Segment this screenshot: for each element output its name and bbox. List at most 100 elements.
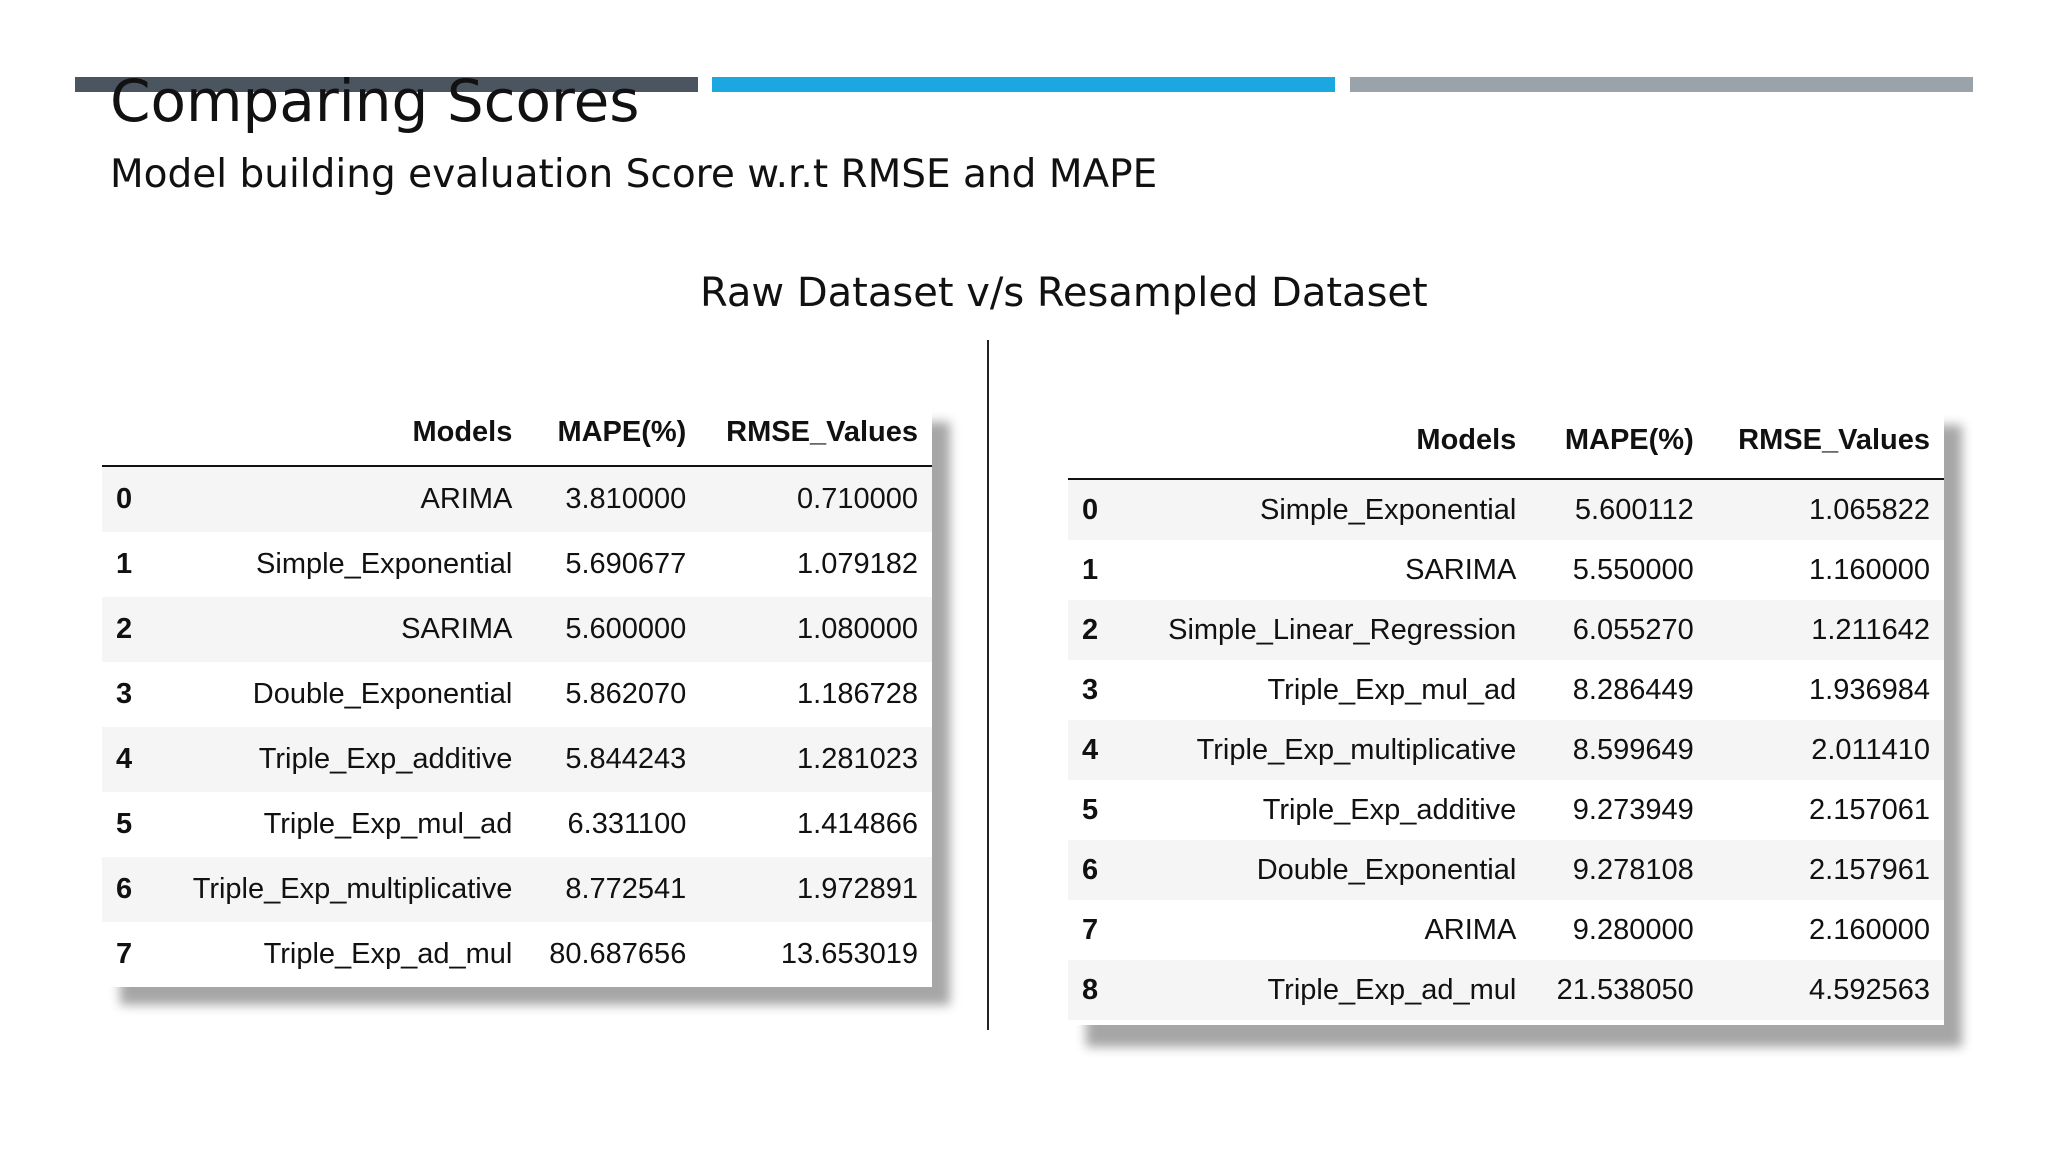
row-index: 3	[1082, 673, 1099, 706]
table-row: 1 SARIMA 5.550000 1.160000	[1068, 540, 1944, 600]
mape-value: 80.687656	[549, 938, 687, 970]
table-row: 0 Simple_Exponential 5.600112 1.065822	[1068, 479, 1944, 540]
row-index: 2	[1082, 613, 1099, 646]
row-index: 5	[116, 808, 133, 840]
section-heading: Raw Dataset v/s Resampled Dataset	[700, 270, 1428, 316]
rmse-value: 1.160000	[1809, 553, 1930, 586]
rmse-value: 1.936984	[1809, 673, 1930, 706]
model-name: Triple_Exp_additive	[258, 743, 513, 775]
table-row: 3 Double_Exponential 5.862070 1.186728	[102, 662, 932, 727]
model-name: Triple_Exp_multiplicative	[1196, 733, 1517, 766]
row-index: 4	[116, 743, 133, 775]
mape-value: 9.273949	[1572, 793, 1694, 826]
accent-bar-blue	[712, 77, 1335, 92]
rmse-value: 1.414866	[797, 808, 918, 840]
rmse-value: 1.186728	[797, 678, 918, 710]
mape-value: 8.286449	[1572, 673, 1694, 706]
model-name: SARIMA	[401, 613, 513, 645]
model-name: ARIMA	[420, 483, 513, 515]
row-index: 5	[1082, 793, 1099, 826]
rmse-value: 4.592563	[1809, 973, 1930, 1006]
row-index: 3	[116, 678, 133, 710]
resampled-dataset-table: Models MAPE(%) RMSE_Values 0 Simple_Expon…	[1068, 403, 1944, 1020]
table-row: 5 Triple_Exp_additive 9.273949 2.157061	[1068, 780, 1944, 840]
rmse-header: RMSE_Values	[726, 416, 918, 448]
model-name: Triple_Exp_multiplicative	[192, 873, 513, 905]
rmse-value: 1.281023	[797, 743, 918, 775]
mape-header: MAPE(%)	[1564, 424, 1694, 456]
rmse-header: RMSE_Values	[1738, 424, 1930, 456]
rmse-value: 1.211642	[1811, 613, 1930, 646]
mape-value: 5.600112	[1574, 493, 1694, 526]
mape-value: 21.538050	[1556, 973, 1694, 1006]
mape-value: 6.331100	[567, 808, 687, 840]
model-name: Simple_Exponential	[256, 548, 513, 580]
table-row: 5 Triple_Exp_mul_ad 6.331100 1.414866	[102, 792, 932, 857]
raw-dataset-table: Models MAPE(%) RMSE_Values 0 ARIMA 3.81000…	[102, 400, 932, 987]
mape-value: 3.810000	[565, 483, 687, 515]
table-row: 2 SARIMA 5.600000 1.080000	[102, 597, 932, 662]
rmse-value: 0.710000	[797, 483, 918, 515]
rmse-value: 2.157961	[1809, 853, 1930, 886]
table-row: 7 Triple_Exp_ad_mul 80.687656 13.653019	[102, 922, 932, 987]
rmse-value: 2.157061	[1809, 793, 1930, 826]
mape-value: 8.599649	[1572, 733, 1694, 766]
table-header-row: Models MAPE(%) RMSE_Values	[1068, 403, 1944, 479]
rmse-value: 2.011410	[1811, 733, 1930, 766]
model-name: Simple_Linear_Regression	[1168, 613, 1517, 646]
mape-value: 5.862070	[565, 678, 687, 710]
model-name: Triple_Exp_mul_ad	[263, 808, 513, 840]
mape-value: 5.844243	[565, 743, 687, 775]
model-name: Simple_Exponential	[1259, 493, 1517, 526]
model-name: Triple_Exp_ad_mul	[263, 938, 513, 970]
row-index: 7	[1082, 913, 1099, 946]
row-index: 1	[116, 548, 133, 580]
mape-value: 5.550000	[1572, 553, 1694, 586]
row-index: 2	[116, 613, 133, 645]
table-row: 4 Triple_Exp_additive 5.844243 1.281023	[102, 727, 932, 792]
table-row: 4 Triple_Exp_multiplicative 8.599649 2.0114…	[1068, 720, 1944, 780]
model-name: Triple_Exp_additive	[1262, 793, 1517, 826]
mape-value: 9.280000	[1572, 913, 1694, 946]
model-name: Double_Exponential	[1256, 853, 1517, 886]
resampled-dataset-table-card: Models MAPE(%) RMSE_Values 0 Simple_Expon…	[1068, 403, 1944, 1025]
mape-value: 6.055270	[1572, 613, 1694, 646]
mape-value: 5.600000	[565, 613, 687, 645]
row-index: 4	[1082, 733, 1099, 766]
row-index: 7	[116, 938, 133, 970]
index-header	[102, 400, 160, 466]
resampled-table-body: 0 Simple_Exponential 5.600112 1.065822 1 SARI…	[1068, 479, 1944, 1020]
mape-value: 8.772541	[565, 873, 687, 905]
models-header: Models	[1416, 424, 1517, 456]
model-name: ARIMA	[1424, 913, 1517, 946]
mape-value: 5.690677	[565, 548, 687, 580]
table-row: 0 ARIMA 3.810000 0.710000	[102, 466, 932, 532]
model-name: Triple_Exp_ad_mul	[1267, 973, 1517, 1006]
table-row: 6 Triple_Exp_multiplicative 8.772541 1.9728…	[102, 857, 932, 922]
accent-bar-gray	[1350, 77, 1973, 92]
slide-title: Comparing Scores	[110, 67, 640, 135]
model-name: Triple_Exp_mul_ad	[1267, 673, 1517, 706]
mape-value: 9.278108	[1572, 853, 1694, 886]
rmse-value: 1.080000	[797, 613, 918, 645]
slide-subtitle: Model building evaluation Score w.r.t RM…	[110, 152, 1158, 197]
row-index: 0	[116, 483, 133, 515]
row-index: 6	[116, 873, 133, 905]
rmse-value: 1.079182	[797, 548, 918, 580]
rmse-value: 2.160000	[1809, 913, 1930, 946]
row-index: 1	[1082, 553, 1099, 586]
table-row: 7 ARIMA 9.280000 2.160000	[1068, 900, 1944, 960]
vertical-divider	[987, 340, 989, 1030]
rmse-value: 1.972891	[797, 873, 918, 905]
mape-header: MAPE(%)	[557, 416, 687, 448]
table-header-row: Models MAPE(%) RMSE_Values	[102, 400, 932, 466]
model-name: Double_Exponential	[252, 678, 513, 710]
row-index: 8	[1082, 973, 1099, 1006]
rmse-value: 1.065822	[1809, 493, 1930, 526]
raw-dataset-table-card: Models MAPE(%) RMSE_Values 0 ARIMA 3.81000…	[102, 400, 932, 987]
table-row: 3 Triple_Exp_mul_ad 8.286449 1.936984	[1068, 660, 1944, 720]
table-row: 6 Double_Exponential 9.278108 2.157961	[1068, 840, 1944, 900]
table-row: 1 Simple_Exponential 5.690677 1.079182	[102, 532, 932, 597]
accent-bar-dark	[75, 77, 698, 92]
row-index: 6	[1082, 853, 1099, 886]
